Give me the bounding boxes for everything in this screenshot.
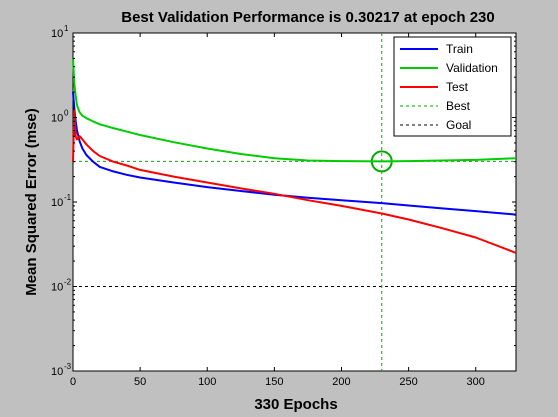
- y-tick-label-base: 10: [51, 366, 63, 378]
- legend-label-best: Best: [446, 99, 471, 113]
- y-tick-label: 10 0: [51, 109, 69, 125]
- x-tick-label: 250: [399, 376, 417, 388]
- legend-label-test: Test: [446, 80, 469, 94]
- y-tick-label: 10 1: [51, 24, 69, 40]
- y-tick-label: 10 -3: [51, 362, 72, 378]
- y-tick-label-exponent: 0: [64, 109, 69, 118]
- x-tick-label: 0: [70, 376, 76, 388]
- y-tick-label-exponent: 1: [64, 24, 69, 33]
- y-tick-label-exponent: -1: [64, 193, 72, 202]
- y-tick-label-base: 10: [51, 197, 63, 209]
- x-axis-label: 330 Epochs: [254, 396, 337, 413]
- legend-label-goal: Goal: [446, 118, 471, 132]
- x-tick-label: 200: [332, 376, 350, 388]
- x-tick-label: 100: [198, 376, 216, 388]
- y-tick-label-base: 10: [51, 282, 63, 294]
- x-tick-label: 50: [134, 376, 146, 388]
- y-tick-label: 10 -2: [51, 278, 72, 294]
- x-tick-label: 300: [467, 376, 485, 388]
- series-train-line: [72, 92, 517, 216]
- chart-title: Best Validation Performance is 0.30217 a…: [121, 9, 495, 26]
- legend-label-validation: Validation: [446, 61, 498, 75]
- series-validation-line: [72, 58, 517, 163]
- y-tick-label: 10 -1: [51, 193, 72, 209]
- series-test-line: [72, 109, 517, 254]
- y-axis-label: Mean Squared Error (mse): [23, 108, 40, 296]
- legend-label-train: Train: [446, 42, 473, 56]
- y-tick-label-base: 10: [51, 28, 63, 40]
- y-tick-label-base: 10: [51, 113, 63, 125]
- y-tick-label-exponent: -2: [64, 278, 72, 287]
- y-tick-label-exponent: -3: [64, 362, 72, 371]
- x-tick-label: 150: [265, 376, 283, 388]
